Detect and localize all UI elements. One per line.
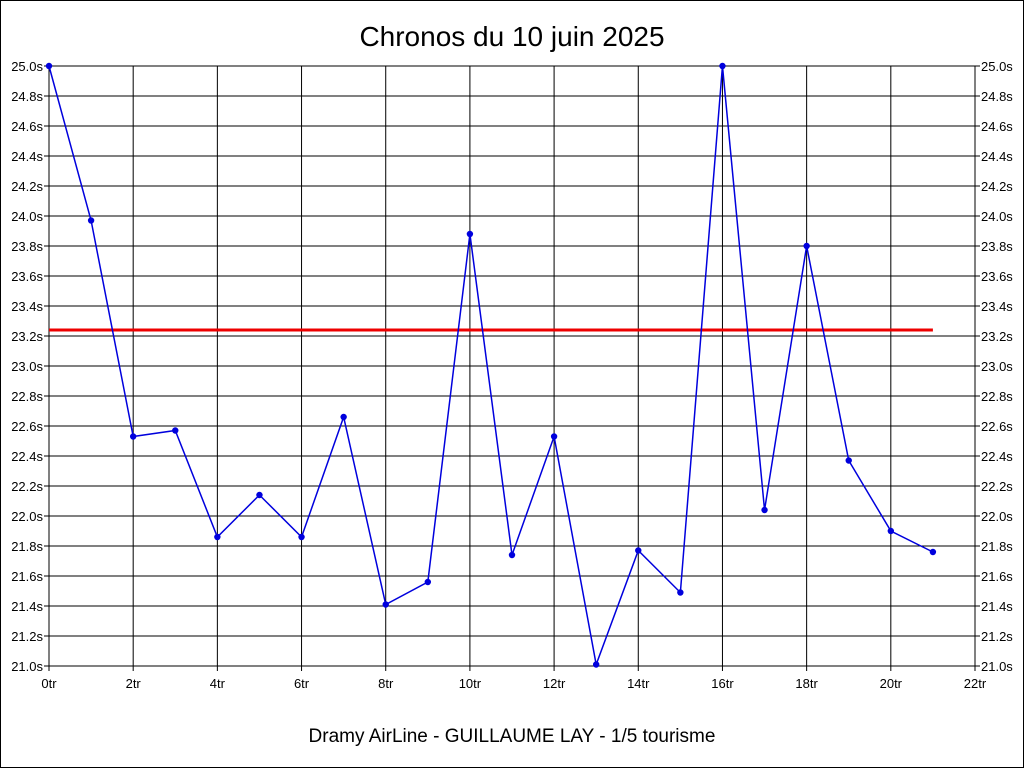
x-tick-label: 12tr bbox=[543, 676, 566, 691]
y-tick-label-right: 25.0s bbox=[981, 59, 1013, 74]
y-tick-label-left: 23.2s bbox=[11, 329, 43, 344]
y-tick-label-left: 25.0s bbox=[11, 59, 43, 74]
y-tick-label-right: 24.4s bbox=[981, 149, 1013, 164]
y-tick-label-right: 22.2s bbox=[981, 479, 1013, 494]
x-tick-label: 10tr bbox=[459, 676, 482, 691]
y-tick-label-left: 22.2s bbox=[11, 479, 43, 494]
chart-footer: Dramy AirLine - GUILLAUME LAY - 1/5 tour… bbox=[309, 726, 716, 747]
y-tick-label-left: 24.8s bbox=[11, 89, 43, 104]
data-point bbox=[635, 547, 642, 554]
data-point bbox=[172, 427, 179, 434]
y-tick-label-right: 23.6s bbox=[981, 269, 1013, 284]
y-tick-label-left: 22.8s bbox=[11, 389, 43, 404]
y-tick-label-left: 21.2s bbox=[11, 629, 43, 644]
y-tick-label-left: 22.4s bbox=[11, 449, 43, 464]
y-tick-label-right: 24.6s bbox=[981, 119, 1013, 134]
y-tick-label-right: 23.8s bbox=[981, 239, 1013, 254]
grid bbox=[48, 65, 976, 667]
y-tick-label-right: 21.4s bbox=[981, 599, 1013, 614]
data-point bbox=[508, 551, 516, 559]
y-tick-label-left: 24.6s bbox=[11, 119, 43, 134]
data-point bbox=[845, 457, 852, 464]
data-point bbox=[382, 601, 389, 608]
y-tick-label-right: 22.0s bbox=[981, 509, 1013, 524]
y-tick-label-left: 24.4s bbox=[11, 149, 43, 164]
data-point bbox=[761, 506, 768, 514]
x-tick-label: 2tr bbox=[126, 676, 142, 691]
series-line bbox=[48, 65, 934, 668]
data-point bbox=[929, 548, 937, 556]
y-tick-label-left: 23.0s bbox=[11, 359, 43, 374]
data-point bbox=[340, 413, 347, 421]
y-tick-label-right: 24.2s bbox=[981, 179, 1013, 194]
y-tick-label-left: 23.4s bbox=[11, 299, 43, 314]
x-tick-label: 22tr bbox=[964, 676, 987, 691]
data-point bbox=[256, 491, 263, 499]
data-point bbox=[466, 230, 474, 238]
y-tick-label-left: 21.8s bbox=[11, 539, 43, 554]
y-tick-label-left: 24.2s bbox=[11, 179, 43, 194]
x-tick-label: 18tr bbox=[795, 676, 818, 691]
data-point bbox=[550, 433, 558, 440]
y-tick-label-right: 24.0s bbox=[981, 209, 1013, 224]
axis-ticks: 21.0s 21.0s 21.2s 21.2s 21.4s 21.4s 21.6s 21.6s… bbox=[11, 59, 1013, 691]
x-tick-label: 14tr bbox=[627, 676, 650, 691]
data-point bbox=[298, 533, 305, 541]
chart-title: Chronos du 10 juin 2025 bbox=[359, 21, 664, 52]
x-tick-label: 16tr bbox=[711, 676, 734, 691]
y-tick-label-right: 21.2s bbox=[981, 629, 1013, 644]
data-point bbox=[592, 661, 600, 668]
y-tick-label-left: 23.6s bbox=[11, 269, 43, 284]
y-tick-label-right: 22.6s bbox=[981, 419, 1013, 434]
data-point bbox=[677, 589, 684, 596]
data-point bbox=[887, 527, 895, 535]
y-tick-label-left: 22.6s bbox=[11, 419, 43, 434]
y-tick-label-left: 23.8s bbox=[11, 239, 43, 254]
x-tick-label: 20tr bbox=[880, 676, 903, 691]
data-point bbox=[719, 62, 726, 70]
data-point bbox=[214, 533, 221, 541]
y-tick-label-right: 22.8s bbox=[981, 389, 1013, 404]
y-tick-label-left: 21.4s bbox=[11, 599, 43, 614]
y-tick-label-right: 21.0s bbox=[981, 659, 1013, 674]
x-tick-label: 6tr bbox=[294, 676, 310, 691]
data-point bbox=[803, 242, 810, 250]
y-tick-label-left: 24.0s bbox=[11, 209, 43, 224]
y-tick-label-right: 24.8s bbox=[981, 89, 1013, 104]
data-point bbox=[424, 578, 432, 586]
y-tick-label-left: 21.6s bbox=[11, 569, 43, 584]
data-point bbox=[129, 433, 137, 440]
y-tick-label-left: 22.0s bbox=[11, 509, 43, 524]
data-point bbox=[87, 217, 95, 224]
y-tick-label-right: 21.6s bbox=[981, 569, 1013, 584]
x-tick-label: 4tr bbox=[210, 676, 226, 691]
y-tick-label-right: 22.4s bbox=[981, 449, 1013, 464]
series-group bbox=[45, 62, 937, 668]
y-tick-label-right: 23.0s bbox=[981, 359, 1013, 374]
x-tick-label: 8tr bbox=[378, 676, 394, 691]
y-tick-label-right: 23.2s bbox=[981, 329, 1013, 344]
y-tick-label-left: 21.0s bbox=[11, 659, 43, 674]
y-tick-label-right: 23.4s bbox=[981, 299, 1013, 314]
y-tick-label-right: 21.8s bbox=[981, 539, 1013, 554]
data-point bbox=[45, 62, 53, 70]
x-tick-label: 0tr bbox=[41, 676, 57, 691]
